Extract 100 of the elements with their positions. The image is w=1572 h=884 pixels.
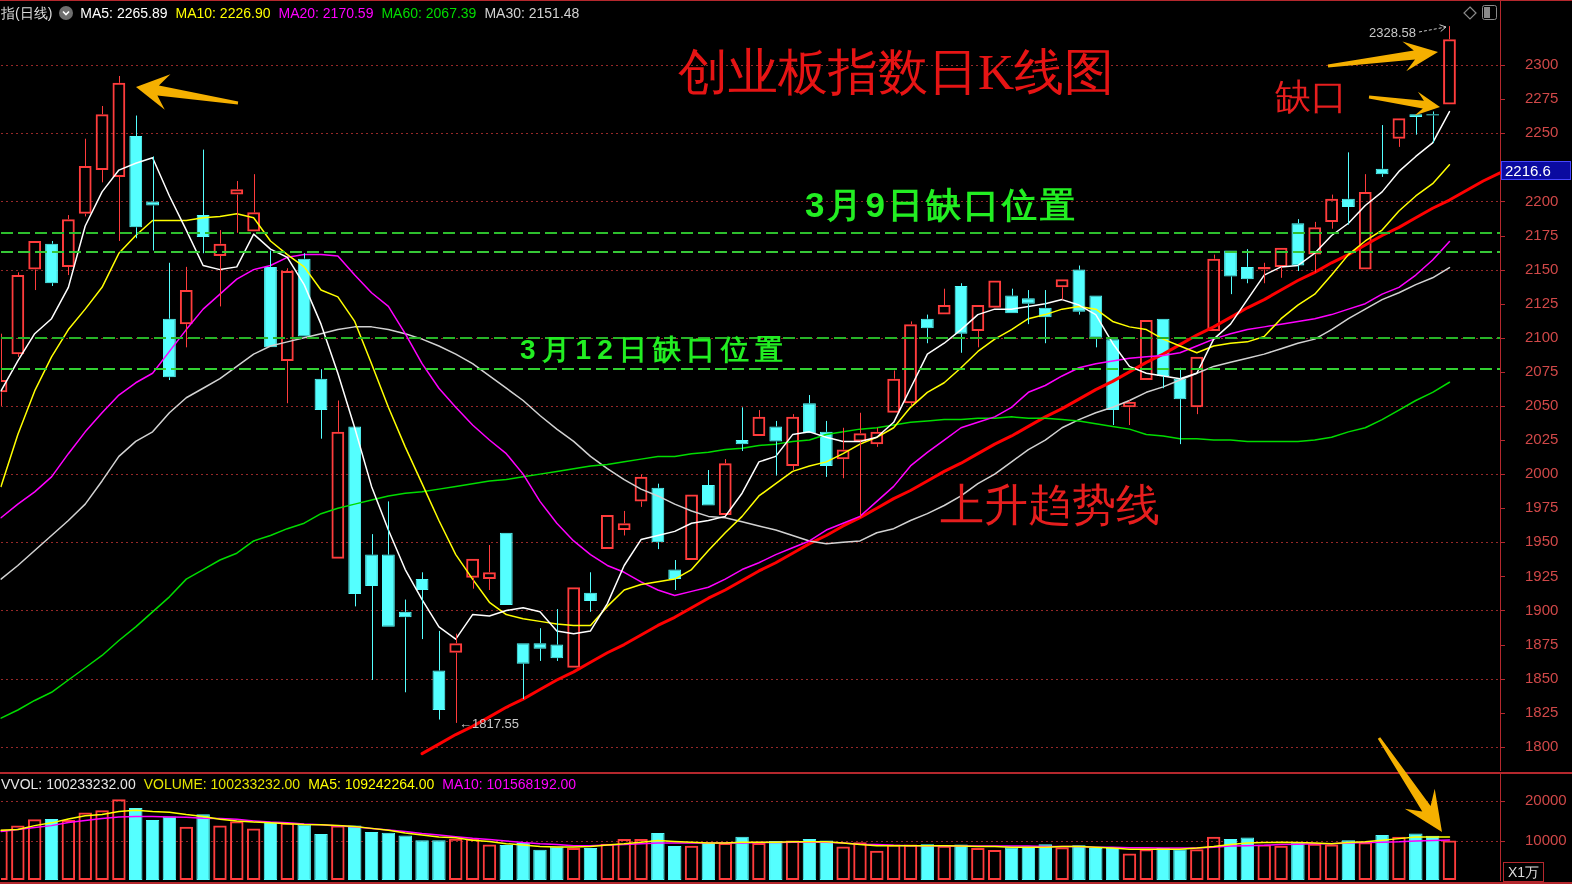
text: MA10: 2226.90 bbox=[175, 5, 271, 21]
text: MA30: 2151.48 bbox=[484, 5, 580, 21]
bar bbox=[1341, 840, 1356, 880]
text: MA20: 2170.59 bbox=[278, 5, 374, 21]
y-tick-label: 2125 bbox=[1525, 293, 1559, 311]
legend-label: MA5: 2265.89 bbox=[80, 5, 168, 21]
ref-line-label: 3月9日缺口位置 bbox=[805, 185, 1078, 225]
bar bbox=[1425, 835, 1440, 880]
bar bbox=[701, 842, 716, 880]
bar bbox=[1105, 848, 1120, 880]
bar bbox=[802, 839, 817, 880]
bar bbox=[381, 832, 396, 880]
bar bbox=[1021, 846, 1036, 880]
y-tick-label: 1875 bbox=[1525, 634, 1559, 652]
text: MA5: 109242264.00 bbox=[308, 776, 435, 792]
y-tick-label: 1925 bbox=[1525, 566, 1559, 584]
candlestick bbox=[381, 500, 395, 627]
bar bbox=[1291, 842, 1305, 880]
bar bbox=[432, 840, 446, 880]
bar bbox=[1409, 833, 1423, 880]
y-tick-label: 2175 bbox=[1525, 225, 1559, 243]
y-tick-label: 2050 bbox=[1525, 396, 1559, 414]
y-tick-label: 10000 bbox=[1525, 830, 1567, 848]
y-tick-label: 1800 bbox=[1525, 736, 1559, 754]
bar bbox=[1156, 848, 1170, 880]
y-tick-label: 2025 bbox=[1525, 430, 1559, 448]
bar bbox=[1375, 835, 1389, 880]
bar bbox=[129, 807, 143, 880]
candlestick bbox=[45, 240, 58, 287]
y-tick-label: 1975 bbox=[1525, 498, 1559, 516]
bar bbox=[550, 846, 564, 880]
candlestick bbox=[129, 115, 143, 239]
bar bbox=[735, 836, 749, 880]
y-tick-label: 2100 bbox=[1525, 327, 1559, 345]
bar bbox=[499, 844, 514, 880]
candlestick bbox=[163, 262, 176, 381]
ref-line-label: 3月12日缺口位置 bbox=[520, 333, 789, 365]
bar bbox=[145, 820, 160, 880]
y-tick-label: 1825 bbox=[1525, 702, 1559, 720]
y-tick-label: 2200 bbox=[1525, 191, 1559, 209]
y-tick-label: 2000 bbox=[1525, 464, 1559, 482]
bar bbox=[398, 835, 412, 880]
bar bbox=[954, 844, 968, 880]
bar bbox=[583, 848, 598, 880]
bar bbox=[263, 822, 278, 880]
candlestick bbox=[651, 483, 665, 550]
candlestick bbox=[146, 155, 159, 252]
bar bbox=[1038, 844, 1052, 880]
bar bbox=[1004, 847, 1019, 880]
text: 创业板指数日K线图 bbox=[678, 44, 1115, 100]
candlestick bbox=[516, 643, 530, 700]
bar bbox=[364, 831, 379, 880]
bar bbox=[651, 833, 665, 880]
candlestick bbox=[314, 368, 328, 440]
bar bbox=[297, 824, 311, 880]
bar bbox=[920, 844, 935, 880]
annotation: 上升趋势线 bbox=[940, 481, 1160, 530]
bar bbox=[347, 825, 362, 880]
candlestick bbox=[365, 533, 378, 681]
candlestick bbox=[1409, 114, 1423, 136]
candlestick bbox=[533, 627, 547, 662]
chart-subtitle: 指(日线) bbox=[1, 5, 53, 21]
annotation: 2328.58 bbox=[1369, 24, 1416, 40]
candlestick bbox=[264, 250, 277, 348]
y-tick-label: 1900 bbox=[1525, 600, 1559, 618]
bar bbox=[516, 842, 530, 880]
y-tick-label: 1950 bbox=[1525, 532, 1559, 550]
y-tick-label: 2250 bbox=[1525, 123, 1559, 141]
bar bbox=[1072, 845, 1086, 880]
bar bbox=[1240, 837, 1255, 880]
bar bbox=[162, 816, 177, 880]
bar bbox=[819, 840, 834, 880]
text: 2216.6 bbox=[1501, 160, 1571, 180]
y-tick-label: 20000 bbox=[1525, 791, 1567, 809]
candlestick bbox=[1224, 250, 1237, 295]
text: MA60: 2067.39 bbox=[381, 5, 477, 21]
bar bbox=[44, 818, 59, 880]
candlestick bbox=[1022, 289, 1035, 325]
annotation: 缺口 bbox=[1275, 77, 1347, 117]
text: MA10: 101568192.00 bbox=[442, 776, 577, 792]
bar bbox=[196, 814, 210, 880]
bar bbox=[533, 849, 547, 880]
annotation: VVOL: 100233232.00 bbox=[1, 776, 136, 792]
candlestick bbox=[348, 426, 362, 607]
bar bbox=[769, 840, 783, 880]
y-tick-label: 2300 bbox=[1525, 55, 1559, 73]
bar bbox=[314, 833, 328, 880]
y-axis-title: X1万 bbox=[1503, 862, 1545, 882]
candlestick bbox=[432, 630, 446, 721]
bar bbox=[667, 846, 682, 880]
y-tick-label: 1850 bbox=[1525, 668, 1559, 686]
y-tick-label: 2075 bbox=[1525, 362, 1559, 380]
bar bbox=[415, 840, 429, 880]
bar bbox=[1089, 848, 1103, 880]
candlestick bbox=[297, 252, 311, 337]
annotation: VOLUME: 100233232.00 bbox=[143, 776, 301, 792]
candlestick bbox=[701, 469, 715, 506]
candlestick bbox=[803, 394, 816, 434]
y-tick-label: 2150 bbox=[1525, 259, 1559, 277]
y-tick-label: 2275 bbox=[1525, 89, 1559, 107]
